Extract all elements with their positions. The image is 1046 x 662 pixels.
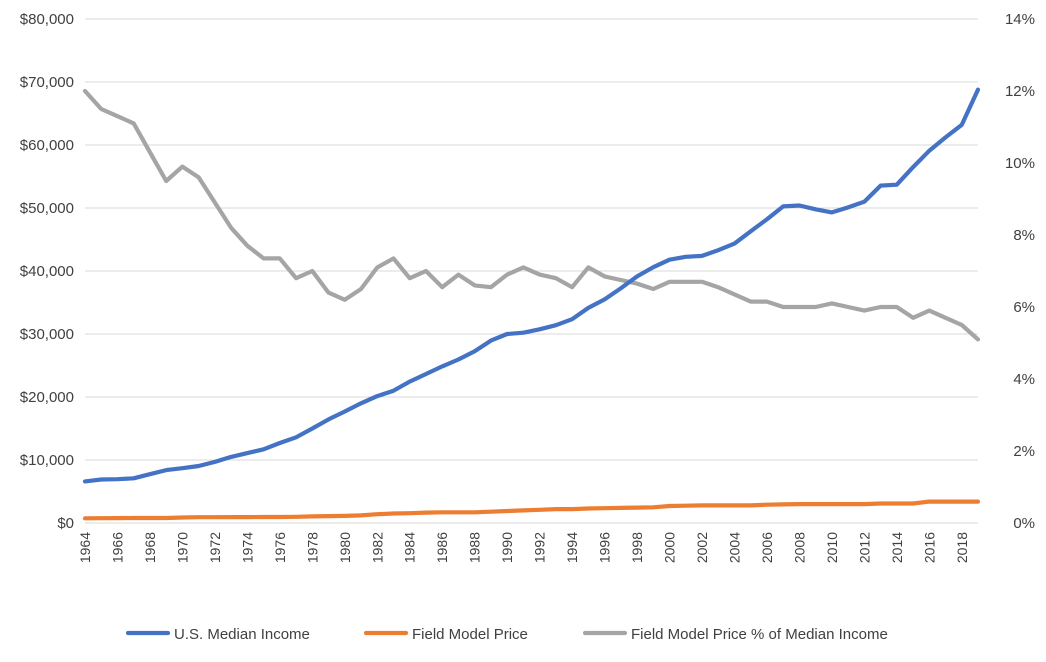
x-tick-label: 2000: [662, 532, 678, 563]
y2-tick-label: 14%: [1005, 11, 1035, 28]
y-tick-label: $80,000: [20, 11, 74, 28]
left-axis-ticks: $0 $10,000 $20,000 $30,000 $40,000 $50,000 $60…: [20, 11, 74, 532]
x-tick-label: 1964: [77, 532, 93, 563]
legend-label: U.S. Median Income: [174, 626, 310, 643]
x-tick-label: 1976: [272, 532, 288, 563]
y-tick-label: $60,000: [20, 137, 74, 154]
x-tick-label: 1972: [207, 532, 223, 563]
y-tick-label: $20,000: [20, 389, 74, 406]
series-line-1: [82, 499, 981, 521]
right-axis-ticks: 0% 2% 4% 6% 8% 10% 12% 14%: [1005, 11, 1035, 532]
series-lines: [82, 87, 981, 521]
x-tick-label: 1982: [369, 532, 385, 563]
x-tick-label: 2006: [759, 532, 775, 563]
y2-tick-label: 6%: [1013, 299, 1035, 316]
y2-tick-label: 2%: [1013, 443, 1035, 460]
x-axis-ticks: 1964 1966 1968 1970 1972 1974 1976 1978 1980 1982…: [77, 532, 970, 563]
x-tick-label: 1980: [337, 532, 353, 563]
y-tick-label: $30,000: [20, 326, 74, 343]
x-tick-label: 1984: [402, 532, 418, 563]
x-tick-label: 1974: [239, 532, 255, 563]
x-tick-label: 1994: [564, 532, 580, 563]
y-tick-label: $0: [57, 515, 74, 532]
x-tick-label: 2016: [921, 532, 937, 563]
x-tick-label: 2008: [791, 532, 807, 563]
x-tick-label: 1978: [304, 532, 320, 563]
x-tick-label: 1996: [597, 532, 613, 563]
x-tick-label: 2002: [694, 532, 710, 563]
series-line-2: [82, 88, 981, 342]
y2-tick-label: 4%: [1013, 371, 1035, 388]
x-tick-label: 1966: [109, 532, 125, 563]
x-tick-label: 2014: [889, 532, 905, 563]
y2-tick-label: 12%: [1005, 83, 1035, 100]
y2-tick-label: 10%: [1005, 155, 1035, 172]
y-tick-label: $50,000: [20, 200, 74, 217]
y-tick-label: $40,000: [20, 263, 74, 280]
series-line-0: [82, 87, 981, 484]
y-tick-label: $10,000: [20, 452, 74, 469]
y-tick-label: $70,000: [20, 74, 74, 91]
x-tick-label: 1992: [532, 532, 548, 563]
x-tick-label: 1988: [467, 532, 483, 563]
y2-tick-label: 0%: [1013, 515, 1035, 532]
x-tick-label: 2012: [856, 532, 872, 563]
legend-label: Field Model Price: [412, 626, 528, 643]
x-tick-label: 2010: [824, 532, 840, 563]
x-tick-label: 1986: [434, 532, 450, 563]
legend: U.S. Median Income Field Model Price Field…: [125, 626, 888, 643]
x-tick-label: 1990: [499, 532, 515, 563]
legend-label: Field Model Price % of Median Income: [631, 626, 888, 643]
y2-tick-label: 8%: [1013, 227, 1035, 244]
x-tick-label: 1970: [174, 532, 190, 563]
x-tick-label: 1968: [142, 532, 158, 563]
x-tick-label: 1998: [629, 532, 645, 563]
x-tick-label: 2004: [726, 532, 742, 563]
x-tick-label: 2018: [954, 532, 970, 563]
